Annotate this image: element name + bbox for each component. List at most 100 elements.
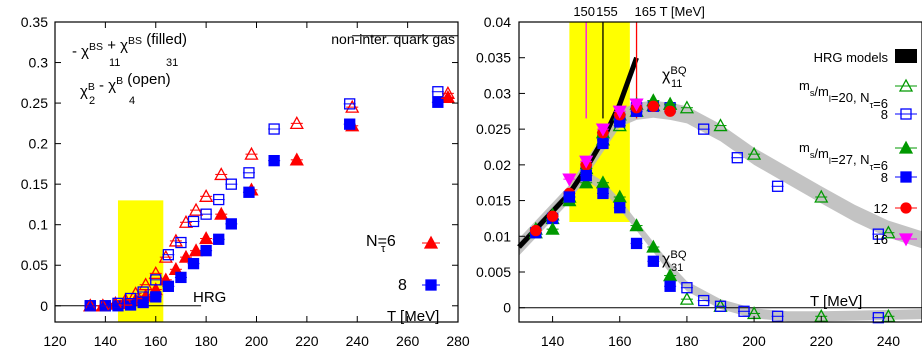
right-y-tick-label: 0.035 <box>476 50 511 66</box>
right-data-point <box>679 100 695 114</box>
left-data-point <box>187 257 200 270</box>
left-data-point <box>268 123 280 135</box>
right-chi11-label-part: χ <box>662 67 671 84</box>
left-y-tick-label: 0.35 <box>21 14 48 30</box>
right-data-point <box>612 105 627 119</box>
left-data-point <box>225 218 237 230</box>
right-legend-marker <box>900 171 912 183</box>
left-data-point <box>440 85 456 100</box>
right-legend-marker <box>898 140 914 154</box>
left-x-tick-label: 140 <box>94 333 118 349</box>
right-legend-label-part: s <box>810 150 815 160</box>
right-data-point <box>595 175 611 189</box>
left-annotation-sub4: 4 <box>129 95 135 107</box>
left-y-tick-label: 0.25 <box>21 95 48 111</box>
left-legend-8-marker <box>425 279 437 291</box>
left-data-point <box>199 188 214 202</box>
left-annotation-open-part: (open) <box>123 71 171 88</box>
right-legend-hrg-swatch <box>895 49 917 63</box>
left-data-point <box>243 186 255 198</box>
left-data-point <box>175 236 187 249</box>
right-data-point <box>664 105 676 117</box>
right-legend-label: 8 <box>881 107 888 122</box>
right-data-point <box>881 225 896 239</box>
left-data-point <box>124 292 137 305</box>
right-data-point <box>597 187 609 200</box>
left-annotation-filled-part: - χ <box>72 43 89 60</box>
left-y-tick-label: 0.1 <box>29 217 49 233</box>
right-legend-label-part: =6 <box>873 96 888 111</box>
left-annotation-open-part: B <box>88 81 95 93</box>
right-y-tick-label: 0.04 <box>484 14 511 30</box>
right-legend-label-part: s <box>810 88 815 98</box>
right-data-point <box>679 291 695 305</box>
left-x-tick-label: 160 <box>144 333 168 349</box>
left-x-axis-label: T [MeV] <box>387 308 439 325</box>
left-y-tick-label: 0 <box>40 298 48 314</box>
right-legend-label-part: =27, N <box>831 152 870 167</box>
right-data-point <box>698 123 710 135</box>
left-legend-nt6-sub: τ <box>381 243 386 255</box>
left-data-point <box>213 193 225 206</box>
right-data-point <box>738 305 750 317</box>
right-y-tick-label: 0.03 <box>484 85 511 101</box>
right-legend-marker <box>900 202 912 214</box>
left-data-point <box>137 286 149 298</box>
left-annotation-filled-part: + χ <box>103 37 128 54</box>
right-data-point <box>647 255 659 267</box>
right-data-point <box>771 310 784 322</box>
left-y-tick-label: 0.2 <box>29 136 49 152</box>
left-annotation-sub2: 31 <box>166 57 178 69</box>
left-annotation-filled-part: BS <box>89 41 103 53</box>
left-x-tick-label: 180 <box>194 333 218 349</box>
left-y-tick-label: 0.05 <box>21 257 48 273</box>
left-x-tick-label: 260 <box>396 333 420 349</box>
left-data-point <box>188 243 204 257</box>
left-annotation-open-part: B <box>116 75 123 87</box>
right-chi11-band <box>519 100 922 256</box>
right-data-point <box>664 280 676 292</box>
left-x-tick-label: 280 <box>446 333 470 349</box>
left-x-tick-label: 220 <box>295 333 319 349</box>
left-data-point <box>148 265 163 280</box>
right-plot-frame <box>518 21 922 323</box>
right-data-point <box>814 189 829 203</box>
left-data-point <box>432 86 444 98</box>
right-data-point <box>562 173 577 187</box>
left-data-point <box>243 167 255 179</box>
right-data-point <box>714 300 727 312</box>
right-chi31-sub: 31 <box>671 262 683 274</box>
right-chi31-label-part: BQ <box>670 249 686 261</box>
right-data-point <box>597 137 609 150</box>
right-y-tick-label: 0.005 <box>476 264 511 280</box>
right-x-tick-label: 220 <box>810 333 834 349</box>
left-x-tick-label: 200 <box>245 333 269 349</box>
right-data-point <box>614 202 626 214</box>
right-data-point <box>713 118 728 132</box>
left-data-point <box>187 215 200 228</box>
left-data-point <box>138 277 153 291</box>
right-y-tick-label: 0.015 <box>476 193 511 209</box>
right-legend-marker <box>898 233 914 247</box>
left-legend-nt6-marker <box>423 235 439 249</box>
left-data-point <box>213 233 225 245</box>
left-data-point <box>289 115 304 130</box>
right-chi31-label: χBQ <box>662 249 687 268</box>
right-data-point <box>731 152 743 164</box>
right-legend-label-part: τ <box>870 162 874 172</box>
right-chi31-label-part: χ <box>662 251 671 268</box>
left-data-point <box>84 300 96 312</box>
right-x-tick-label: 140 <box>541 333 565 349</box>
right-legend-label-part: τ <box>870 100 874 110</box>
right-top-label-155: 155 <box>596 4 618 19</box>
left-data-point <box>199 231 214 245</box>
right-data-point <box>612 189 627 203</box>
right-legend-label-part: l <box>829 156 831 166</box>
left-quark-gas-label: non-inter. quark gas <box>331 31 455 47</box>
right-data-point <box>629 218 644 232</box>
right-legend-label: 8 <box>881 170 888 185</box>
left-hrg-label: HRG <box>193 289 226 306</box>
right-legend-label-part: /m <box>814 146 828 161</box>
left-data-point <box>112 297 124 310</box>
left-data-point <box>200 208 212 220</box>
